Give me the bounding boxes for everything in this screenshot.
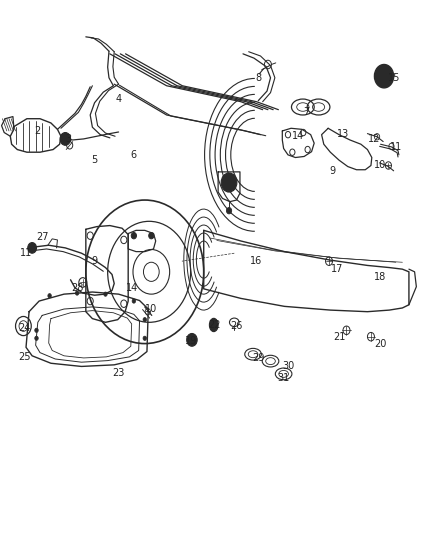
- Circle shape: [35, 336, 38, 341]
- Circle shape: [104, 292, 107, 296]
- Text: 4: 4: [116, 94, 122, 104]
- Text: 28: 28: [71, 283, 83, 293]
- Text: 8: 8: [255, 73, 261, 83]
- Circle shape: [48, 294, 51, 298]
- Text: 5: 5: [92, 155, 98, 165]
- Text: 21: 21: [333, 332, 345, 342]
- Circle shape: [143, 318, 147, 322]
- Circle shape: [35, 328, 38, 333]
- Text: 17: 17: [331, 264, 343, 274]
- Circle shape: [187, 334, 197, 346]
- Circle shape: [226, 207, 232, 214]
- Text: 15: 15: [388, 73, 400, 83]
- Ellipse shape: [209, 318, 218, 332]
- Circle shape: [221, 173, 237, 192]
- Circle shape: [60, 133, 71, 146]
- Text: 9: 9: [92, 256, 98, 266]
- Circle shape: [28, 243, 36, 253]
- Circle shape: [131, 232, 137, 239]
- Text: 16: 16: [250, 256, 262, 266]
- Text: 22: 22: [208, 320, 221, 330]
- Text: 3: 3: [65, 134, 71, 144]
- Text: 24: 24: [18, 322, 31, 333]
- Circle shape: [143, 336, 147, 341]
- Text: 14: 14: [126, 283, 138, 293]
- Text: 11: 11: [390, 142, 402, 152]
- Text: 2: 2: [35, 126, 41, 136]
- Circle shape: [149, 232, 154, 239]
- Text: 18: 18: [374, 272, 387, 282]
- Text: 26: 26: [230, 321, 243, 331]
- Text: 14: 14: [291, 131, 304, 141]
- Text: 29: 29: [252, 353, 265, 363]
- Text: 20: 20: [374, 338, 387, 349]
- Text: 11: 11: [20, 248, 32, 258]
- Text: 9: 9: [329, 166, 336, 176]
- Text: 12: 12: [368, 134, 380, 144]
- Circle shape: [132, 299, 136, 303]
- Circle shape: [75, 291, 79, 295]
- Text: 7: 7: [303, 107, 310, 117]
- Text: 31: 31: [278, 373, 290, 383]
- Text: 25: 25: [18, 352, 31, 362]
- Text: 10: 10: [374, 160, 387, 171]
- Circle shape: [374, 64, 394, 88]
- Text: 13: 13: [337, 128, 350, 139]
- Text: 27: 27: [36, 232, 49, 243]
- Text: 6: 6: [131, 150, 137, 160]
- Text: 30: 30: [282, 361, 294, 372]
- Text: 19: 19: [184, 336, 197, 346]
- Text: 10: 10: [145, 304, 157, 314]
- Text: 23: 23: [113, 368, 125, 378]
